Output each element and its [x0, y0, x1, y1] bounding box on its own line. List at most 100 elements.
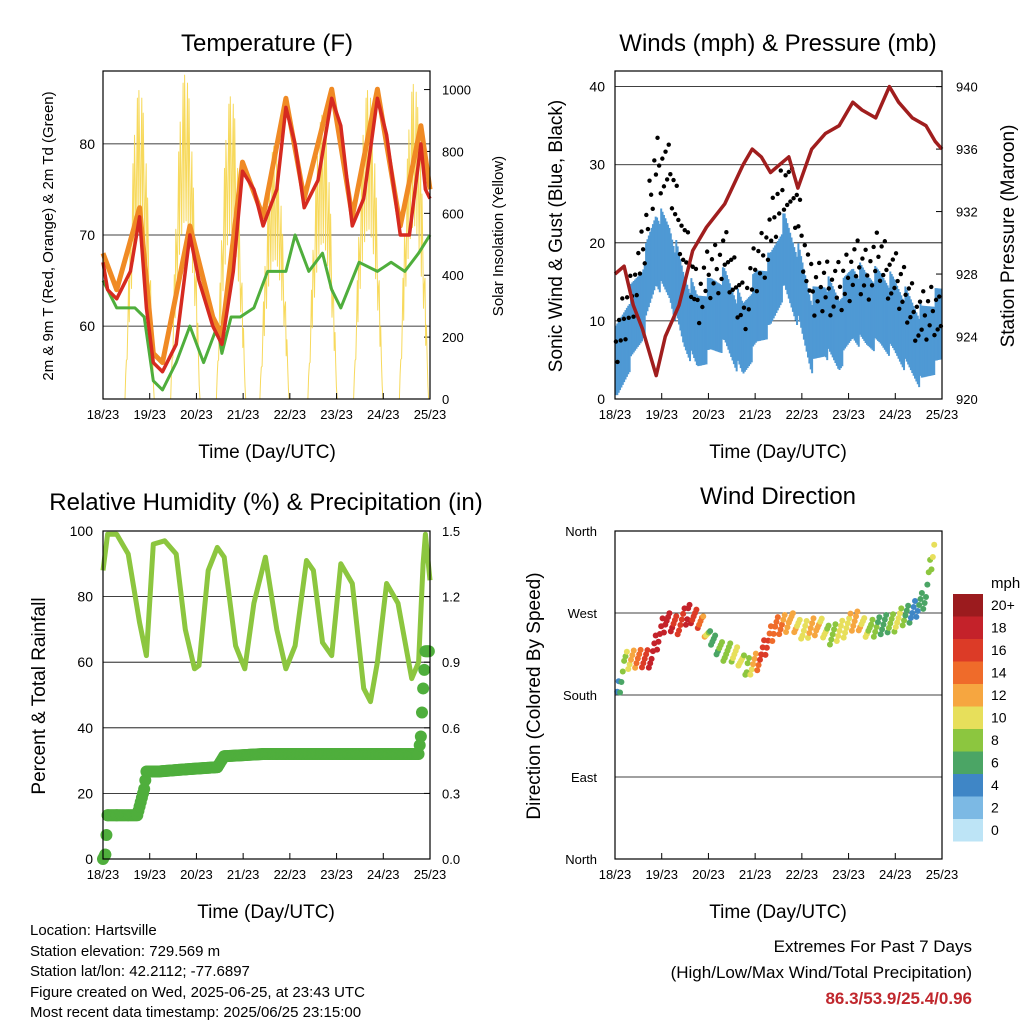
direction-point	[835, 632, 842, 639]
humidity-chart-title: Relative Humidity (%) & Precipitation (i…	[49, 489, 482, 516]
direction-point	[796, 616, 803, 623]
direction-point	[818, 615, 825, 622]
gust-point	[768, 238, 774, 243]
direction-point	[921, 599, 928, 606]
x-tick-label: 21/23	[739, 407, 772, 422]
direction-point	[842, 629, 849, 636]
direction-point	[633, 660, 640, 667]
direction-point	[840, 634, 847, 641]
legend-swatch	[953, 594, 983, 617]
gust-point	[712, 242, 718, 248]
direction-point	[756, 656, 763, 663]
solar-insolation-line	[215, 96, 247, 400]
gust-point	[772, 215, 777, 220]
gust-point	[743, 326, 748, 332]
direction-point	[892, 624, 899, 631]
direction-tick-label: South	[563, 688, 597, 703]
extremes-title: Extremes For Past 7 Days	[773, 937, 972, 956]
gust-point	[648, 192, 654, 197]
y-tick-label-right: 1.2	[442, 590, 460, 605]
y-tick-label-right: 200	[442, 330, 464, 345]
y-tick-label-left: 10	[589, 313, 605, 329]
temp-2m-line	[101, 96, 432, 374]
gust-point	[833, 268, 838, 274]
gust-point	[696, 320, 702, 326]
gust-point	[674, 183, 679, 188]
gust-point	[820, 308, 825, 314]
legend-swatch	[953, 729, 983, 752]
plot-frame-0	[102, 70, 431, 400]
direction-tick-label: North	[565, 852, 597, 867]
gust-point	[855, 238, 860, 243]
y-tick-label-left: 60	[79, 318, 95, 334]
x-tick-label: 20/23	[180, 407, 213, 422]
gust-point	[821, 270, 827, 275]
direction-point	[891, 628, 898, 635]
gust-point	[823, 295, 828, 300]
direction-point	[804, 634, 811, 641]
direction-point	[896, 610, 903, 617]
gust-point	[890, 257, 896, 262]
winds-chart-title: Winds (mph) & Pressure (mb)	[619, 30, 936, 57]
gust-point	[937, 294, 942, 299]
gust-point	[717, 252, 723, 258]
gust-point	[893, 251, 899, 256]
gust-point	[752, 267, 758, 273]
direction-point	[826, 641, 833, 648]
gust-point	[876, 254, 881, 259]
y-tick-label-right: 932	[956, 205, 978, 220]
gust-point	[866, 297, 872, 302]
legend-swatch	[953, 796, 983, 819]
y-tick-label-right: 920	[956, 392, 978, 407]
gust-point	[749, 287, 755, 292]
gust-point	[738, 312, 743, 318]
y-tick-label-left: 0	[85, 851, 93, 867]
y-tick-label-left: 20	[589, 235, 605, 251]
direction-point	[626, 661, 633, 668]
direction-point	[783, 629, 790, 636]
gust-point	[849, 259, 854, 264]
gust-point	[929, 284, 934, 290]
legend-label: 14	[991, 665, 1007, 681]
direction-point	[914, 607, 921, 614]
gust-point	[714, 266, 719, 272]
wind-direction-xlabel: Time (Day/UTC)	[709, 902, 847, 923]
gust-point	[757, 271, 763, 276]
x-tick-label: 21/23	[227, 407, 260, 422]
y-tick-label-left: 60	[77, 654, 93, 670]
x-tick-label: 23/23	[832, 867, 865, 882]
x-tick-label: 23/23	[320, 407, 353, 422]
precip-point	[415, 706, 428, 719]
y-tick-label-left: 30	[589, 157, 605, 173]
gust-point	[684, 260, 689, 265]
direction-point	[917, 596, 924, 603]
gust-point	[788, 199, 793, 204]
gust-point	[658, 191, 663, 196]
y-tick-label-right: 600	[442, 206, 464, 221]
gust-point	[885, 296, 891, 301]
gust-point	[677, 251, 683, 257]
direction-point	[884, 629, 891, 636]
gust-point	[826, 286, 832, 291]
y-tick-label-right: 1000	[442, 83, 471, 98]
gust-point	[722, 262, 727, 267]
direction-point	[874, 619, 881, 626]
legend-swatch	[953, 661, 983, 684]
x-tick-label: 24/23	[367, 407, 400, 422]
gust-point	[740, 280, 745, 285]
gust-point	[812, 313, 817, 318]
legend-label: 18	[991, 620, 1007, 636]
direction-point	[623, 648, 630, 655]
direction-point	[928, 566, 935, 573]
direction-point	[828, 636, 835, 643]
y-tick-label-right: 0.0	[442, 852, 460, 867]
gust-point	[693, 266, 699, 272]
gust-point	[733, 285, 739, 290]
precip-point	[418, 663, 431, 676]
gust-point	[618, 338, 623, 343]
latlon-text: Station lat/lon: 42.2112; -77.6897	[30, 963, 250, 980]
x-tick-label: 24/23	[879, 867, 912, 882]
gust-point	[773, 234, 779, 240]
gust-point	[652, 158, 657, 163]
winds-ylabel-left: Sonic Wind & Gust (Blue, Black)	[546, 100, 567, 372]
